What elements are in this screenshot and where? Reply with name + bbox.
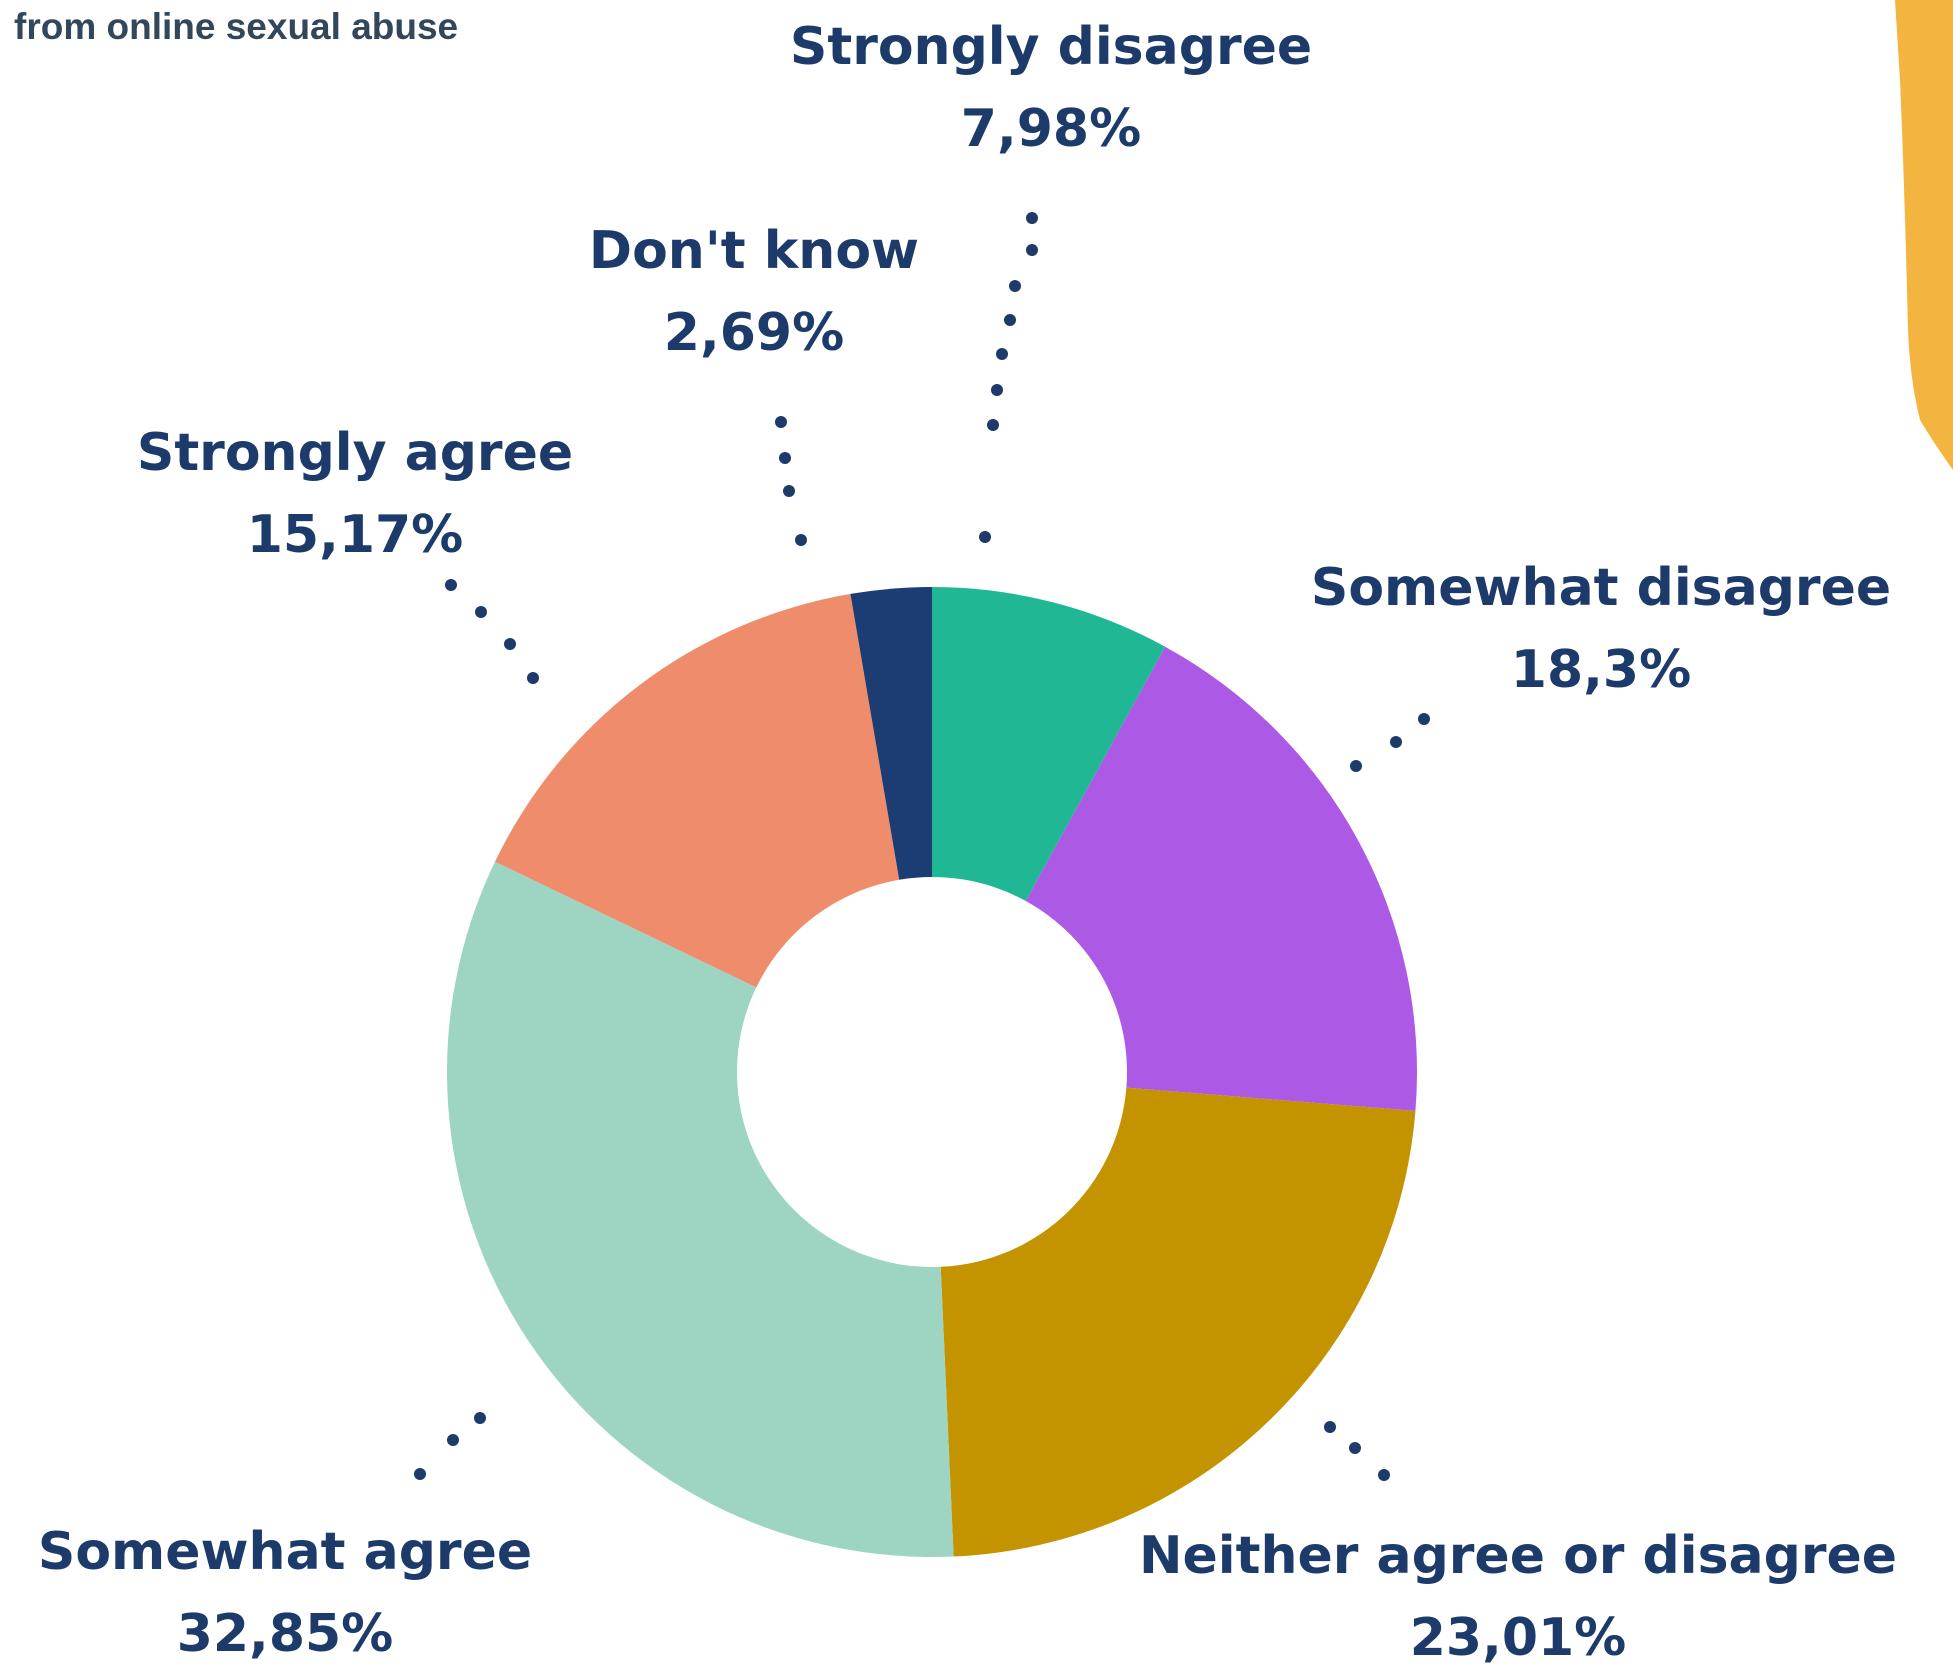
leader-strongly-disagree-dot: [979, 531, 991, 543]
leader-strongly-disagree-dot: [987, 419, 999, 431]
slice-neither-agree-or-disagree: [940, 1087, 1416, 1557]
leader-somewhat-disagree-dot: [1418, 713, 1430, 725]
label-strongly-disagree: Strongly disagree 7,98%: [790, 6, 1312, 170]
leader-somewhat-agree-dot: [414, 1468, 426, 1480]
leader-strongly-disagree-dot: [996, 348, 1008, 360]
slice-value-neither: 23,01%: [1409, 1608, 1627, 1668]
label-dont-know: Don't know 2,69%: [589, 210, 919, 374]
slice-label-dont-know: Don't know: [588, 221, 920, 281]
leader-strongly-disagree-dot: [991, 384, 1003, 396]
slice-label-somewhat-agree: Somewhat agree: [37, 1522, 533, 1582]
leader-strongly-agree-dot: [445, 579, 457, 591]
slice-label-strongly-disagree: Strongly disagree: [789, 17, 1313, 77]
leader-strongly-agree-dot: [504, 638, 516, 650]
slice-strongly-agree: [494, 593, 900, 988]
slice-strongly-disagree: [932, 587, 1166, 902]
slice-label-somewhat-disagree: Somewhat disagree: [1310, 558, 1892, 618]
leader-dont-know-dot: [795, 534, 807, 546]
slice-label-strongly-agree: Strongly agree: [136, 423, 574, 483]
leader-strongly-agree-dot: [527, 672, 539, 684]
label-strongly-agree: Strongly agree 15,17%: [137, 412, 573, 576]
slice-value-strongly-disagree: 7,98%: [960, 99, 1142, 159]
slice-value-somewhat-agree: 32,85%: [176, 1604, 394, 1664]
leader-neither-dot: [1378, 1469, 1390, 1481]
leader-strongly-agree-dot: [475, 606, 487, 618]
leader-dont-know-dot: [775, 416, 787, 428]
slice-somewhat-agree: [447, 861, 954, 1557]
slice-value-dont-know: 2,69%: [663, 303, 845, 363]
leader-dont-know-dot: [783, 485, 795, 497]
label-neither: Neither agree or disagree 23,01%: [1139, 1515, 1897, 1679]
slice-value-somewhat-disagree: 18,3%: [1510, 640, 1692, 700]
leader-strongly-disagree-dot: [1009, 280, 1021, 292]
label-somewhat-agree: Somewhat agree 32,85%: [38, 1511, 532, 1675]
label-somewhat-disagree: Somewhat disagree 18,3%: [1311, 547, 1891, 711]
leader-strongly-disagree-dot: [1026, 212, 1038, 224]
decorative-yellow-shape: [1895, 0, 1953, 470]
leader-strongly-disagree-dot: [1026, 244, 1038, 256]
slice-label-neither: Neither agree or disagree: [1138, 1526, 1898, 1586]
slice-value-strongly-agree: 15,17%: [246, 505, 464, 565]
leader-somewhat-disagree-dot: [1390, 736, 1402, 748]
leader-dont-know-dot: [779, 452, 791, 464]
slice-don-t-know: [850, 587, 932, 880]
leader-neither-dot: [1324, 1421, 1336, 1433]
leader-neither-dot: [1349, 1442, 1361, 1454]
leader-strongly-disagree-dot: [1004, 314, 1016, 326]
header-text: from online sexual abuse: [14, 6, 459, 47]
slice-somewhat-disagree: [1025, 646, 1418, 1111]
leader-somewhat-disagree-dot: [1350, 760, 1362, 772]
leader-somewhat-agree-dot: [447, 1434, 459, 1446]
leader-somewhat-agree-dot: [474, 1412, 486, 1424]
